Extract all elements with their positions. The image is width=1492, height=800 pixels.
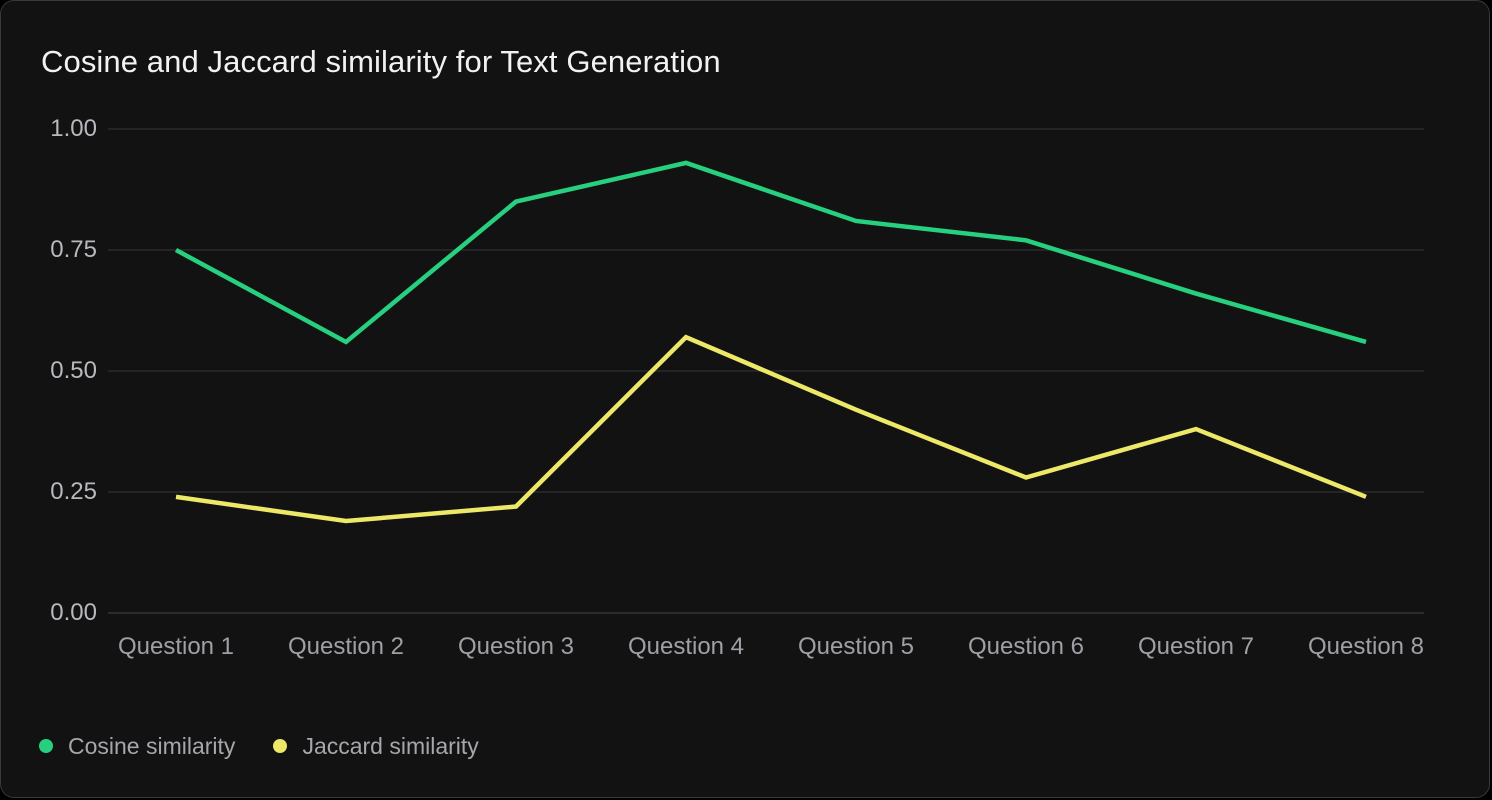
y-tick-label: 0.00 — [50, 599, 97, 626]
y-tick-label: 0.50 — [50, 357, 97, 384]
legend-label: Cosine similarity — [68, 733, 236, 759]
x-tick-label: Question 1 — [117, 633, 235, 660]
x-tick-label: Question 3 — [457, 633, 575, 660]
legend-color-dot — [39, 739, 53, 753]
x-tick-label: Question 8 — [1307, 633, 1425, 660]
legend-item-cosine-similarity[interactable]: Cosine similarity — [39, 732, 235, 760]
y-tick-label: 0.25 — [50, 478, 97, 505]
y-tick-label: 1.00 — [50, 115, 97, 142]
legend-label: Jaccard similarity — [302, 733, 479, 759]
x-tick-label: Question 6 — [967, 633, 1085, 660]
x-tick-label: Question 2 — [287, 633, 405, 660]
series-line-cosine-similarity — [174, 160, 1367, 345]
x-tick-label: Question 4 — [627, 633, 745, 660]
series-line-jaccard-similarity — [175, 334, 1367, 524]
y-tick-label: 0.75 — [50, 236, 97, 263]
chart-legend: Cosine similarity Jaccard similarity — [39, 732, 479, 760]
x-tick-label: Question 7 — [1137, 633, 1255, 660]
legend-item-jaccard-similarity[interactable]: Jaccard similarity — [273, 732, 479, 760]
x-tick-label: Question 5 — [797, 633, 915, 660]
legend-color-dot — [273, 739, 288, 753]
chart-title: Cosine and Jaccard similarity for Text G… — [41, 44, 721, 79]
